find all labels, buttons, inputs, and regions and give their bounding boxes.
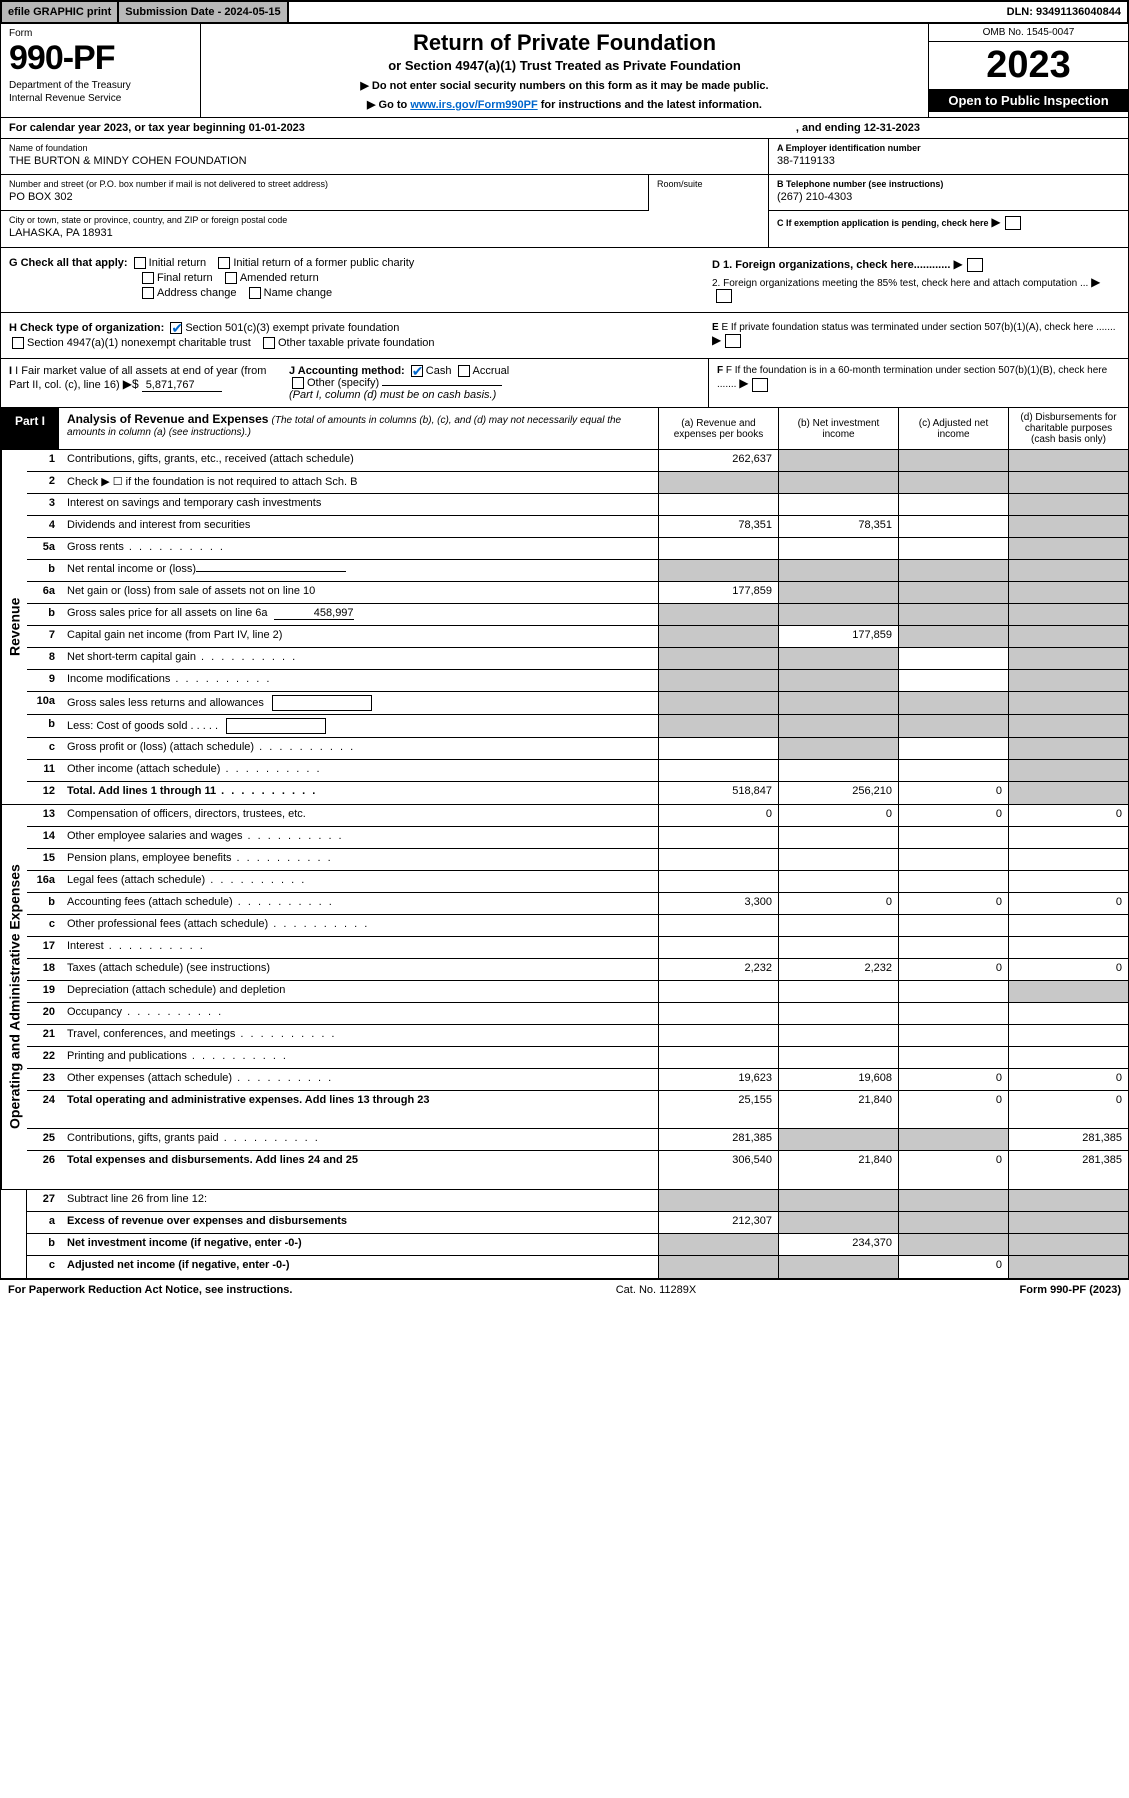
cb-other-tax[interactable] bbox=[263, 337, 275, 349]
address-cell: Number and street (or P.O. box number if… bbox=[1, 175, 648, 211]
foundation-name-cell: Name of foundation THE BURTON & MINDY CO… bbox=[1, 139, 768, 175]
cb-cash[interactable] bbox=[411, 365, 423, 377]
efile-label[interactable]: efile GRAPHIC print bbox=[2, 2, 119, 22]
calendar-year-row: For calendar year 2023, or tax year begi… bbox=[0, 118, 1129, 139]
entity-info: Name of foundation THE BURTON & MINDY CO… bbox=[0, 139, 1129, 248]
section-h: H Check type of organization: Section 50… bbox=[0, 313, 1129, 359]
city-cell: City or town, state or province, country… bbox=[1, 211, 768, 247]
cb-f[interactable] bbox=[752, 378, 768, 392]
phone-cell: B Telephone number (see instructions) (2… bbox=[769, 175, 1128, 211]
form-header: Form 990-PF Department of the Treasury I… bbox=[0, 24, 1129, 118]
page-footer: For Paperwork Reduction Act Notice, see … bbox=[0, 1279, 1129, 1300]
cb-other-acct[interactable] bbox=[292, 377, 304, 389]
cal-year-ending: , and ending 12-31-2023 bbox=[796, 122, 920, 134]
form-label: Form bbox=[9, 28, 192, 39]
dln-label: DLN: 93491136040844 bbox=[1001, 2, 1127, 22]
form-number: 990-PF bbox=[9, 39, 192, 78]
room-suite: Room/suite bbox=[648, 175, 768, 211]
cb-name[interactable] bbox=[249, 287, 261, 299]
cb-address[interactable] bbox=[142, 287, 154, 299]
section-g: G Check all that apply: Initial return I… bbox=[0, 248, 1129, 313]
col-c-header: (c) Adjusted net income bbox=[898, 408, 1008, 449]
fmv-value: 5,871,767 bbox=[142, 379, 222, 392]
note-link: ▶ Go to www.irs.gov/Form990PF for instru… bbox=[213, 98, 916, 111]
col-d-header: (d) Disbursements for charitable purpose… bbox=[1008, 408, 1128, 449]
cb-amended[interactable] bbox=[225, 272, 237, 284]
cb-initial[interactable] bbox=[134, 257, 146, 269]
checkbox-c[interactable] bbox=[1005, 216, 1021, 230]
part1-header: Part I Analysis of Revenue and Expenses … bbox=[0, 408, 1129, 450]
submission-date: Submission Date - 2024-05-15 bbox=[119, 2, 288, 22]
cb-501c3[interactable] bbox=[170, 322, 182, 334]
cb-4947[interactable] bbox=[12, 337, 24, 349]
cat-number: Cat. No. 11289X bbox=[616, 1284, 697, 1296]
header-right: OMB No. 1545-0047 2023 Open to Public In… bbox=[928, 24, 1128, 117]
paperwork-notice: For Paperwork Reduction Act Notice, see … bbox=[8, 1284, 292, 1296]
form-ref: Form 990-PF (2023) bbox=[1020, 1284, 1121, 1296]
header-mid: Return of Private Foundation or Section … bbox=[201, 24, 928, 117]
cb-final[interactable] bbox=[142, 272, 154, 284]
note-ssn: ▶ Do not enter social security numbers o… bbox=[213, 79, 916, 92]
cal-year-text: For calendar year 2023, or tax year begi… bbox=[9, 122, 305, 134]
revenue-label: Revenue bbox=[1, 450, 27, 804]
cb-d1[interactable] bbox=[967, 258, 983, 272]
expenses-label: Operating and Administrative Expenses bbox=[1, 805, 27, 1189]
revenue-grid: Revenue 1Contributions, gifts, grants, e… bbox=[0, 450, 1129, 805]
tax-year: 2023 bbox=[929, 42, 1128, 89]
irs-link[interactable]: www.irs.gov/Form990PF bbox=[410, 99, 537, 111]
top-bar: efile GRAPHIC print Submission Date - 20… bbox=[0, 0, 1129, 24]
form-subtitle: or Section 4947(a)(1) Trust Treated as P… bbox=[213, 58, 916, 73]
expenses-grid: Operating and Administrative Expenses 13… bbox=[0, 805, 1129, 1190]
exemption-pending: C If exemption application is pending, c… bbox=[769, 211, 1128, 247]
line27-grid: 27Subtract line 26 from line 12: aExcess… bbox=[0, 1190, 1129, 1279]
section-ij: I I Fair market value of all assets at e… bbox=[0, 359, 1129, 408]
cb-d2[interactable] bbox=[716, 289, 732, 303]
col-a-header: (a) Revenue and expenses per books bbox=[658, 408, 778, 449]
cb-accrual[interactable] bbox=[458, 365, 470, 377]
header-left: Form 990-PF Department of the Treasury I… bbox=[1, 24, 201, 117]
dept-treasury: Department of the Treasury bbox=[9, 80, 192, 91]
col-b-header: (b) Net investment income bbox=[778, 408, 898, 449]
cb-e[interactable] bbox=[725, 334, 741, 348]
dept-irs: Internal Revenue Service bbox=[9, 93, 192, 104]
omb-number: OMB No. 1545-0047 bbox=[929, 24, 1128, 42]
part1-label: Part I bbox=[1, 408, 59, 449]
cb-initial-former[interactable] bbox=[218, 257, 230, 269]
open-inspection: Open to Public Inspection bbox=[929, 89, 1128, 112]
form-title: Return of Private Foundation bbox=[213, 30, 916, 56]
ein-cell: A Employer identification number 38-7119… bbox=[769, 139, 1128, 175]
